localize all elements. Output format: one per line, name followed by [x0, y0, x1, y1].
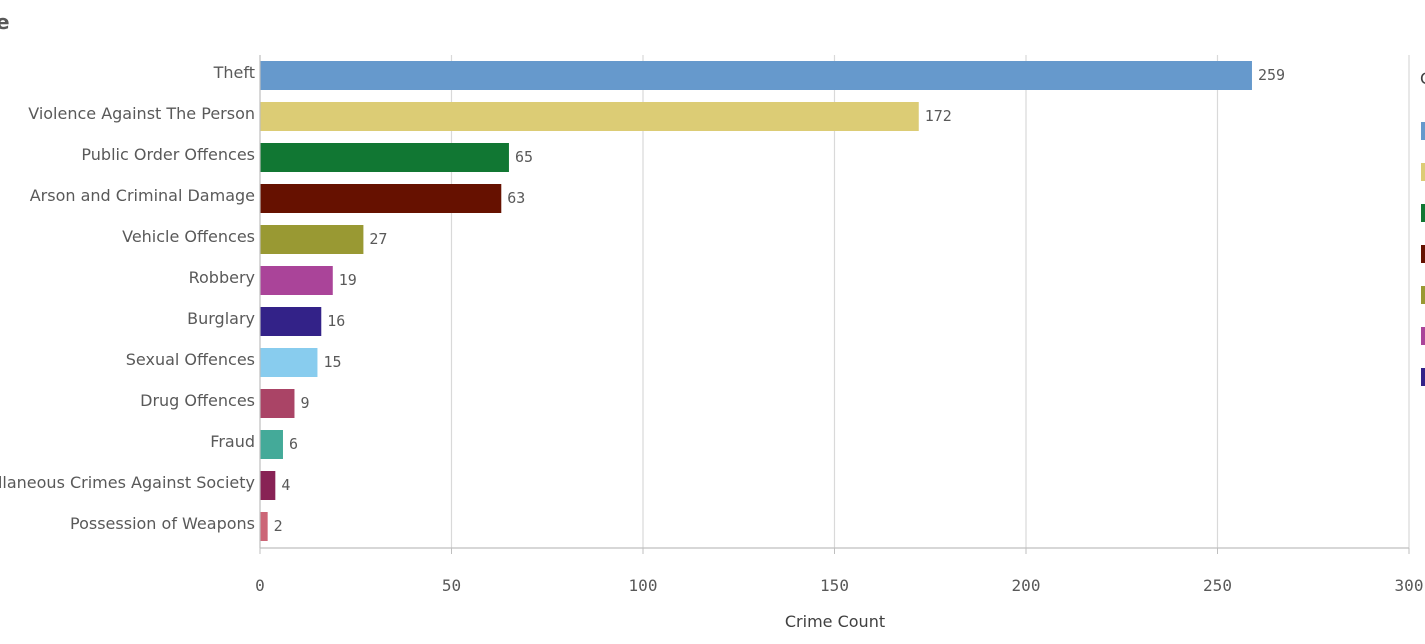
category-label: Violence Against The Person — [28, 104, 255, 123]
data-label: 27 — [369, 230, 387, 248]
bar[interactable] — [260, 143, 509, 172]
legend-swatch[interactable] — [1421, 286, 1425, 304]
legend-swatch[interactable] — [1421, 245, 1425, 263]
category-label: Drug Offences — [140, 391, 255, 410]
legend-swatch[interactable] — [1421, 204, 1425, 222]
data-label: 16 — [327, 312, 345, 330]
bar[interactable] — [260, 389, 295, 418]
data-label: 4 — [281, 476, 290, 494]
x-tick-label: 100 — [629, 576, 658, 595]
bar[interactable] — [260, 430, 283, 459]
bar[interactable] — [260, 307, 322, 336]
value-labels: 259 172 65 63 27 19 16 15 9 6 4 2 — [274, 66, 1285, 535]
x-tick-label: 300 — [1395, 576, 1424, 595]
category-label: Vehicle Offences — [122, 227, 255, 246]
data-label: 9 — [300, 394, 309, 412]
x-tick-label: 0 — [255, 576, 265, 595]
data-label: 172 — [925, 107, 952, 125]
data-label: 259 — [1258, 66, 1285, 84]
legend-title-fragment: C — [1420, 69, 1425, 88]
data-label: 15 — [323, 353, 341, 371]
category-label: Burglary — [187, 309, 255, 328]
bar[interactable] — [260, 102, 919, 131]
x-tick-labels: 0 50 100 150 200 250 300 — [255, 548, 1423, 595]
x-axis-title: Crime Count — [785, 612, 885, 631]
bar[interactable] — [260, 512, 268, 541]
category-label: Possession of Weapons — [70, 514, 255, 533]
legend-swatch[interactable] — [1421, 163, 1425, 181]
bar[interactable] — [260, 266, 333, 295]
data-label: 19 — [339, 271, 357, 289]
x-tick-label: 50 — [442, 576, 461, 595]
category-label: Theft — [213, 63, 255, 82]
category-labels: Theft Violence Against The Person Public O… — [0, 63, 255, 533]
bar[interactable] — [260, 348, 318, 377]
legend-swatch[interactable] — [1421, 368, 1425, 386]
legend: C — [1420, 69, 1425, 386]
category-label: Fraud — [210, 432, 255, 451]
bar[interactable] — [260, 184, 502, 213]
gridlines — [450, 55, 1410, 548]
data-label: 65 — [515, 148, 533, 166]
category-label: Arson and Criminal Damage — [30, 186, 255, 205]
category-label: Robbery — [189, 268, 255, 287]
legend-swatch[interactable] — [1421, 327, 1425, 345]
x-tick-label: 250 — [1203, 576, 1232, 595]
legend-swatch[interactable] — [1421, 122, 1425, 140]
bar[interactable] — [260, 61, 1252, 90]
data-label: 63 — [507, 189, 525, 207]
category-label: Public Order Offences — [81, 145, 255, 164]
x-tick-label: 200 — [1012, 576, 1041, 595]
data-label: 6 — [289, 435, 298, 453]
x-tick-label: 150 — [820, 576, 849, 595]
bars-group — [260, 61, 1252, 541]
bar[interactable] — [260, 225, 364, 254]
category-label: Sexual Offences — [126, 350, 255, 369]
data-label: 2 — [274, 517, 283, 535]
bar[interactable] — [260, 471, 276, 500]
chart-title-fragment: e — [0, 10, 10, 34]
category-label: ellaneous Crimes Against Society — [0, 473, 255, 492]
